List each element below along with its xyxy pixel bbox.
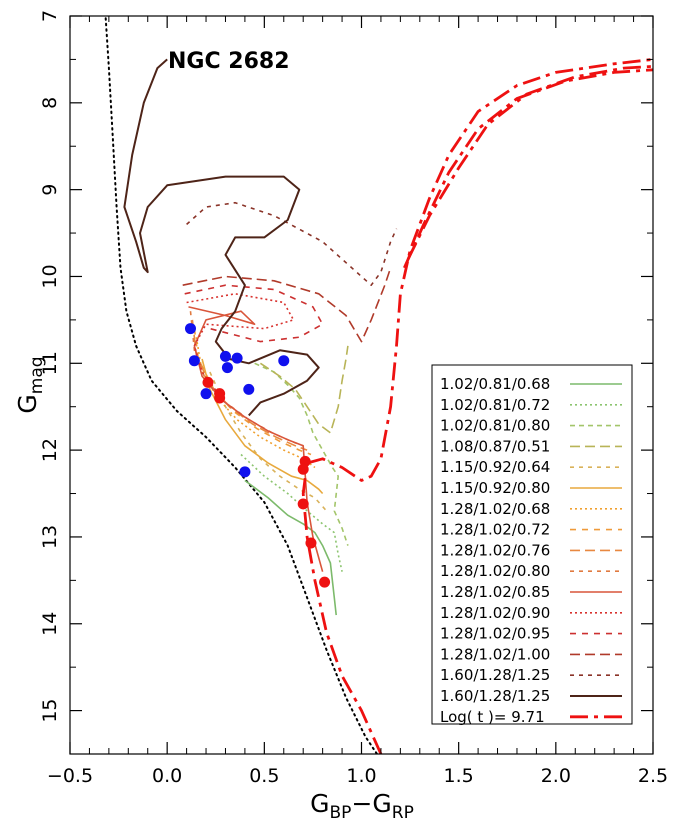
series-line-1 (240, 453, 343, 572)
x-tick-label-2: 0.5 (249, 765, 279, 787)
y-tick-label-2: 9 (39, 184, 61, 196)
legend-label-16: Log( t )= 9.71 (440, 708, 545, 726)
series-line-14 (186, 201, 398, 286)
series-line-4 (209, 371, 328, 512)
legend-label-14: 1.60/1.28/1.25 (440, 666, 550, 684)
red-point-4 (297, 463, 309, 475)
series-line-0 (244, 479, 337, 616)
x-tick-label-6: 2.5 (638, 765, 668, 787)
legend-label-0: 1.02/0.81/0.68 (440, 375, 550, 393)
y-tick-label-8: 15 (39, 698, 61, 722)
series-line-11 (186, 293, 295, 399)
y-tick-label-4: 11 (39, 351, 61, 375)
red-point-0 (202, 376, 214, 388)
y-tick-label-1: 8 (39, 97, 61, 109)
blue-point-7 (243, 383, 255, 395)
y-tick-label-0: 7 (39, 10, 61, 22)
axis-ticks: −0.5 0.0 0.5 1.0 1.5 2.0 2.5 7 8 9 10 11 12 13 14 15 (39, 10, 668, 787)
blue-point-2 (219, 350, 231, 362)
blue-point-3 (231, 352, 243, 364)
zams-line (104, 16, 378, 754)
series-line-16 (301, 58, 653, 754)
series-line-3 (259, 345, 349, 434)
series-line-12 (184, 284, 324, 343)
blue-point-8 (239, 466, 251, 478)
blue-point-4 (278, 355, 290, 367)
blue-point-1 (188, 355, 200, 367)
series-line-6 (195, 337, 316, 469)
legend-label-5: 1.15/0.92/0.80 (440, 479, 550, 497)
isochrone-branch-0 (403, 68, 653, 269)
x-tick-label-4: 1.5 (444, 765, 474, 787)
x-tick-label-1: 0.0 (152, 765, 182, 787)
y-axis-label: Gmag (13, 356, 47, 413)
y-tick-label-6: 13 (39, 525, 61, 549)
series-line-13 (182, 267, 392, 343)
series-line-10 (188, 306, 324, 572)
isochrone-tracks (104, 16, 653, 754)
series-line-2 (254, 362, 349, 546)
y-tick-label-3: 10 (39, 264, 61, 288)
x-tick-label-3: 1.0 (346, 765, 376, 787)
x-tick-label-5: 2.0 (541, 765, 571, 787)
legend-label-15: 1.60/1.28/1.25 (440, 687, 550, 705)
legend-label-8: 1.28/1.02/0.76 (440, 541, 550, 559)
x-axis-label: GBP−GRP (310, 789, 414, 823)
legend-label-13: 1.28/1.02/1.00 (440, 645, 550, 663)
y-tick-label-5: 12 (39, 438, 61, 462)
legend-label-1: 1.02/0.81/0.72 (440, 396, 550, 414)
cluster-members (184, 323, 331, 588)
blue-point-5 (221, 362, 233, 374)
red-point-6 (305, 537, 317, 549)
chart-title: NGC 2682 (168, 49, 290, 74)
legend-label-12: 1.28/1.02/0.95 (440, 625, 550, 643)
legend-label-6: 1.28/1.02/0.68 (440, 500, 550, 518)
legend-label-4: 1.15/0.92/0.64 (440, 458, 550, 476)
isochrone-branch-1 (406, 65, 653, 260)
legend-label-7: 1.28/1.02/0.72 (440, 521, 550, 539)
red-point-5 (297, 498, 309, 510)
x-tick-label-0: −0.5 (47, 765, 93, 787)
red-point-7 (319, 576, 331, 588)
red-point-2 (214, 392, 226, 404)
y-tick-label-7: 14 (39, 612, 61, 636)
legend-label-10: 1.28/1.02/0.85 (440, 583, 550, 601)
blue-point-0 (184, 323, 196, 335)
legend: 1.02/0.81/0.68 1.02/0.81/0.72 1.02/0.81/0.… (431, 364, 633, 726)
blue-point-6 (200, 388, 212, 400)
legend-label-11: 1.28/1.02/0.90 (440, 604, 550, 622)
series-line-15 (123, 58, 320, 417)
series-line-8 (191, 319, 308, 451)
legend-label-2: 1.02/0.81/0.80 (440, 417, 550, 435)
legend-label-9: 1.28/1.02/0.80 (440, 562, 550, 580)
legend-label-3: 1.08/0.87/0.51 (440, 437, 550, 455)
